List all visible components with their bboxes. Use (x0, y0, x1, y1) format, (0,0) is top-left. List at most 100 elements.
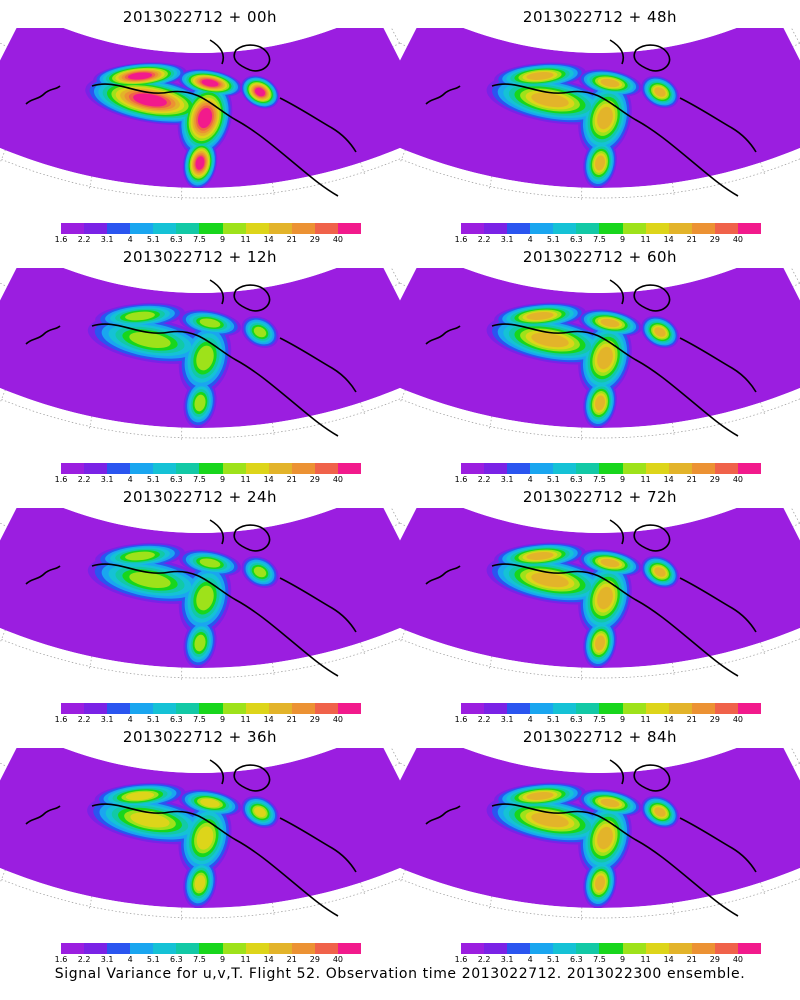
colorbar-segment (645, 223, 669, 234)
colorbar-tick-label: 7.5 (193, 715, 206, 724)
colorbar-tick-label: 40 (332, 475, 344, 484)
colorbar-segment (737, 463, 762, 474)
coastline (609, 39, 625, 65)
variance-field (0, 508, 400, 668)
coastline (279, 817, 357, 873)
map-panel: 2013022712 + 00h 1.6 2.2 3.1 4 5.1 6.3 7.5 9 11 14… (0, 0, 400, 244)
colorbar-tick-label: 29 (709, 715, 720, 724)
coastline (233, 764, 271, 792)
colorbar-tick-label: 9 (219, 235, 226, 244)
coastline (679, 337, 757, 393)
longitude-line (791, 508, 800, 525)
coastline (233, 524, 271, 552)
coastline (609, 519, 625, 545)
variance-contour (130, 812, 170, 828)
colorbar-segment (84, 223, 108, 234)
variance-field (400, 748, 800, 908)
panel-title: 2013022712 + 00h (122, 8, 278, 26)
colorbar-segment (222, 943, 246, 954)
colorbar (461, 463, 762, 474)
coastline (91, 803, 339, 917)
colorbar-tick-label: 7.5 (593, 475, 606, 484)
colorbar-tick-label: 4 (127, 475, 133, 484)
colorbar-segment (245, 463, 269, 474)
panel-title: 2013022712 + 24h (122, 488, 278, 506)
colorbar-segment (222, 703, 246, 714)
colorbar-segment (484, 223, 508, 234)
variance-contour (194, 875, 206, 891)
coastline (679, 817, 757, 873)
colorbar-tick-label: 5.1 (546, 475, 560, 484)
colorbar-tick-label: 6.3 (170, 235, 183, 244)
longitude-line (391, 748, 400, 765)
map-panel: 2013022712 + 72h 1.6 2.2 3.1 4 5.1 6.3 7.5 9 11 14… (400, 480, 800, 724)
colorbar-tick-label: 11 (640, 955, 651, 964)
colorbar-tick-label: 40 (732, 475, 744, 484)
colorbar-segment (84, 463, 108, 474)
colorbar-tick-label: 4 (127, 955, 133, 964)
colorbar-segment (668, 943, 692, 954)
variance-contour (597, 826, 613, 850)
polar-stereographic-map (0, 268, 400, 440)
colorbar-tick-label: 1.6 (454, 715, 468, 724)
colorbar-tick-label: 6.3 (170, 955, 183, 964)
coastline (279, 97, 357, 153)
colorbar-segment (530, 703, 554, 714)
coastline (491, 803, 739, 917)
colorbar-tick-label: 11 (240, 955, 251, 964)
coastline (425, 805, 461, 825)
variance-field (0, 268, 400, 428)
colorbar-tick-label: 4 (527, 475, 533, 484)
colorbar-tick-label: 7.5 (593, 955, 606, 964)
colorbar-tick-label: 21 (286, 715, 297, 724)
colorbar-tick-label: 3.1 (100, 715, 114, 724)
colorbar-tick-label: 9 (619, 235, 626, 244)
colorbar-segment (461, 703, 485, 714)
colorbar-segment (461, 943, 485, 954)
colorbar-tick-label: 5.1 (546, 955, 560, 964)
colorbar-tick-label: 7.5 (193, 235, 206, 244)
colorbar-tick-label: 9 (619, 475, 626, 484)
colorbar-tick-label: 2.2 (77, 715, 91, 724)
colorbar-tick-label: 1.6 (454, 235, 468, 244)
colorbar-tick-label: 14 (263, 235, 274, 244)
colorbar-tick-label: 6.3 (570, 715, 583, 724)
variance-contour (196, 826, 214, 850)
variance-contour (194, 394, 206, 412)
colorbar-segment (291, 223, 315, 234)
colorbar-segment (668, 223, 692, 234)
colorbar-tick-label: 21 (286, 955, 297, 964)
colorbar (461, 703, 762, 714)
colorbar-tick-label: 21 (686, 235, 697, 244)
colorbar-segment (314, 703, 338, 714)
colorbar-tick-label: 11 (240, 715, 251, 724)
coastline (25, 565, 61, 585)
coastline (609, 759, 625, 785)
variance-contour (196, 585, 214, 611)
colorbar-segment (268, 703, 292, 714)
colorbar-segment (245, 703, 269, 714)
colorbar-segment (176, 943, 200, 954)
colorbar-segment (268, 943, 292, 954)
colorbar-segment (599, 223, 623, 234)
colorbar-segment (199, 703, 223, 714)
colorbar-segment (153, 943, 177, 954)
colorbar-tick-label: 21 (686, 715, 697, 724)
colorbar-segment (176, 463, 200, 474)
colorbar-tick-label: 29 (709, 235, 720, 244)
variance-contour (125, 791, 155, 801)
coastlines (425, 759, 757, 917)
colorbar-ticks: 1.6 2.2 3.1 4 5.1 6.3 7.5 9 11 14 21 29 40 (455, 235, 761, 245)
colorbar-tick-label: 40 (732, 955, 744, 964)
colorbar-segment (691, 223, 715, 234)
colorbar-tick-label: 9 (619, 955, 626, 964)
variance-contour (600, 78, 620, 88)
colorbar-tick-label: 3.1 (500, 475, 514, 484)
colorbar-segment (314, 223, 338, 234)
coastlines (25, 519, 357, 677)
variance-contour (597, 586, 613, 610)
colorbar-segment (153, 703, 177, 714)
coastlines (425, 279, 757, 437)
colorbar-segment (199, 943, 223, 954)
colorbar-tick-label: 3.1 (500, 715, 514, 724)
